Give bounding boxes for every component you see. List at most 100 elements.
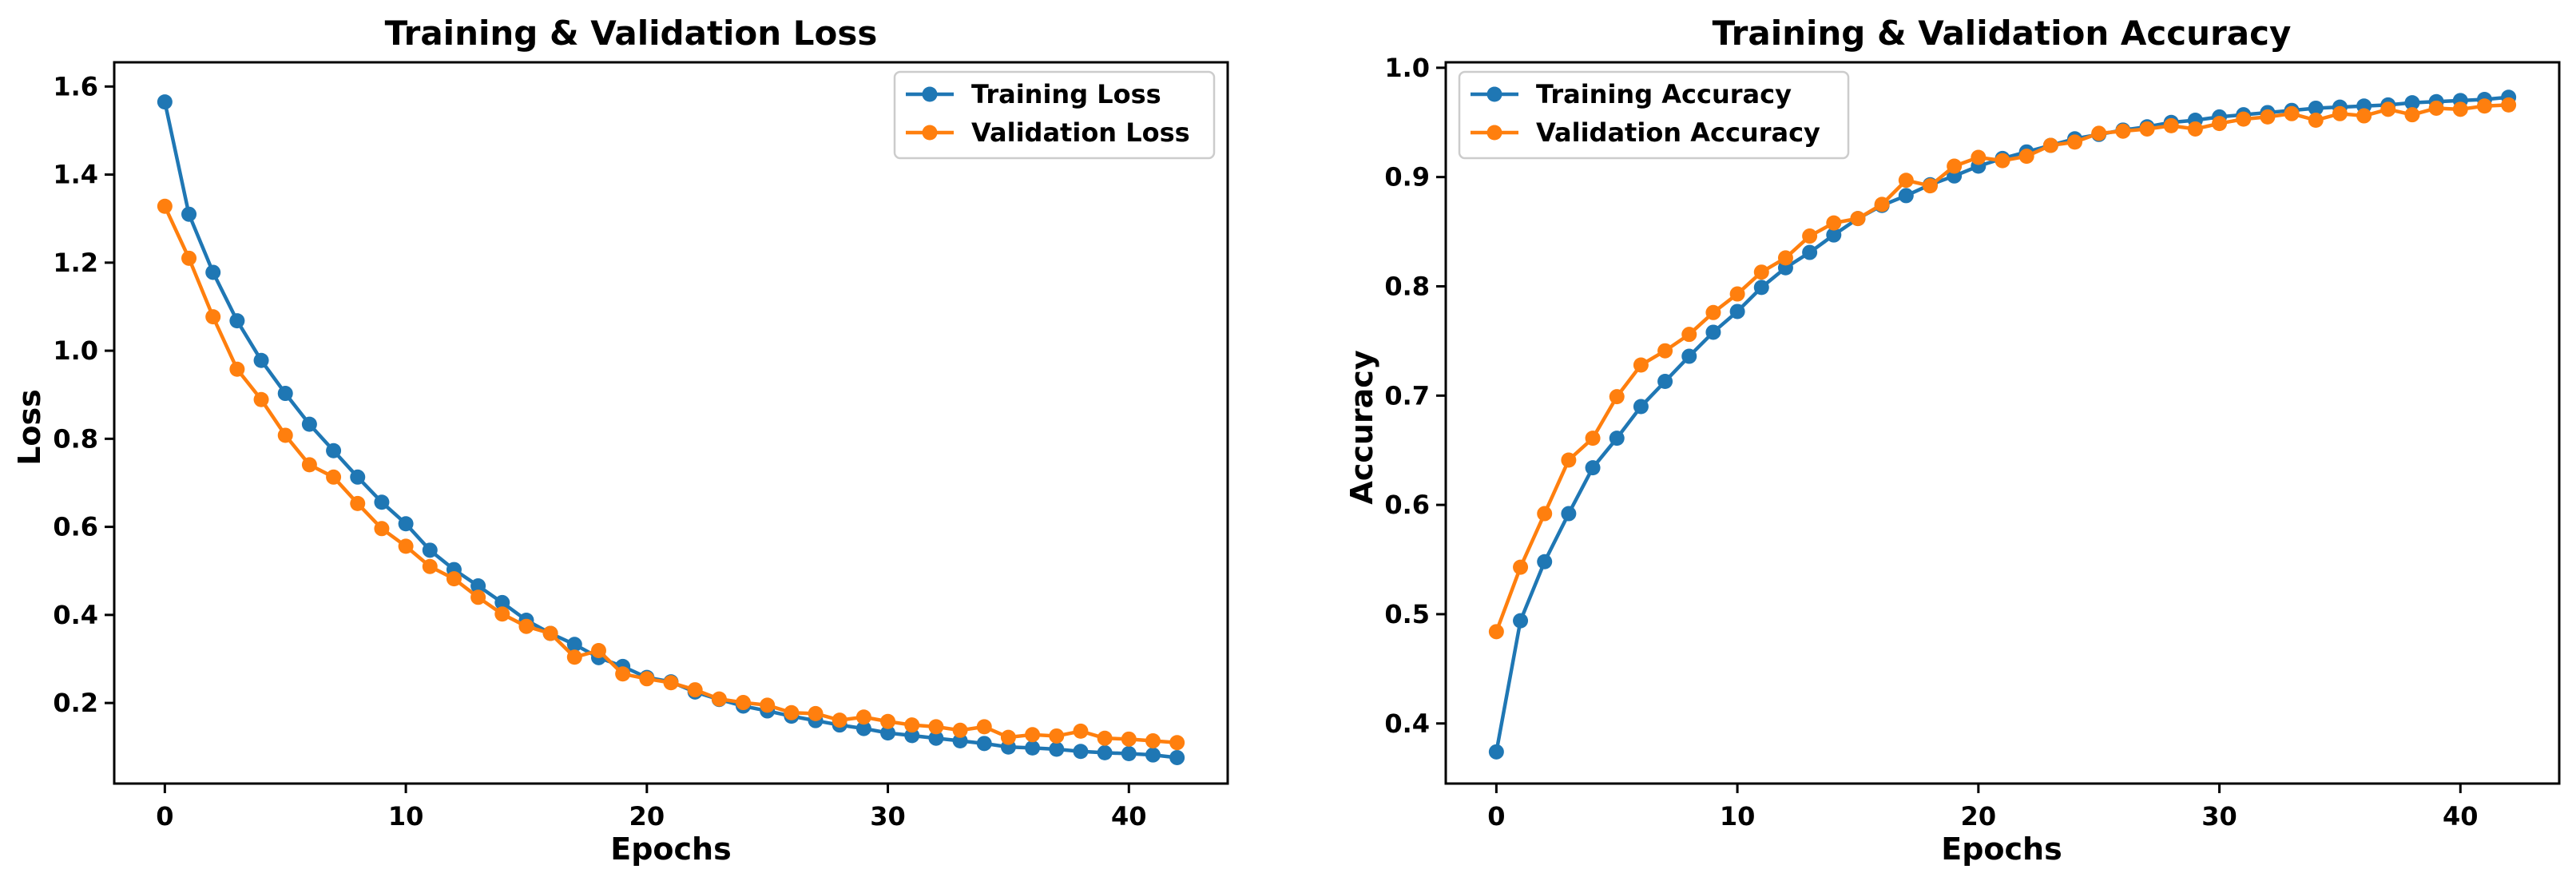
accuracy-data-point-validation	[1753, 264, 1769, 280]
loss-data-point-training	[880, 725, 896, 741]
accuracy-data-point-validation	[2404, 107, 2420, 123]
loss-data-point-validation	[760, 697, 776, 713]
loss-data-point-validation	[687, 682, 703, 698]
accuracy-legend-marker-validation	[1486, 125, 1502, 141]
accuracy-y-tick-label: 0.6	[1384, 490, 1430, 520]
loss-data-point-validation	[157, 198, 173, 214]
accuracy-data-point-validation	[1777, 250, 1793, 266]
accuracy-data-point-validation	[1609, 389, 1625, 405]
accuracy-data-point-validation	[1633, 357, 1649, 373]
accuracy-data-point-training	[2308, 100, 2324, 116]
loss-data-point-validation	[1049, 728, 1065, 744]
accuracy-data-point-validation	[2452, 101, 2468, 117]
accuracy-data-point-validation	[2163, 117, 2179, 133]
accuracy-data-point-validation	[1850, 211, 1866, 227]
loss-data-point-training	[277, 386, 293, 402]
loss-data-point-training	[1097, 744, 1113, 760]
accuracy-data-point-training	[1753, 280, 1769, 296]
loss-data-point-training	[904, 728, 920, 744]
accuracy-data-point-training	[1826, 227, 1842, 243]
loss-legend-label-validation: Validation Loss	[971, 117, 1190, 148]
loss-data-point-training	[1073, 744, 1089, 760]
accuracy-data-point-validation	[2380, 101, 2396, 117]
accuracy-data-point-training	[1657, 374, 1673, 390]
accuracy-legend-label-training: Training Accuracy	[1536, 79, 1792, 109]
loss-data-point-validation	[1000, 729, 1016, 745]
accuracy-data-point-validation	[1537, 506, 1553, 522]
accuracy-series-group	[1488, 89, 2517, 760]
loss-data-point-validation	[422, 558, 438, 574]
loss-y-tick-label: 1.0	[53, 335, 98, 366]
accuracy-data-point-validation	[2308, 113, 2324, 129]
accuracy-data-point-training	[1488, 744, 1504, 760]
loss-x-tick-label: 30	[870, 801, 906, 831]
loss-data-point-validation	[229, 361, 245, 377]
loss-data-point-validation	[855, 709, 871, 725]
accuracy-x-tick-label: 40	[2443, 801, 2479, 831]
loss-data-point-training	[157, 94, 173, 110]
accuracy-x-tick-label: 20	[1961, 801, 1997, 831]
loss-data-point-training	[1049, 741, 1065, 757]
loss-data-point-training	[326, 443, 342, 458]
loss-data-point-validation	[904, 717, 920, 733]
loss-data-point-validation	[1169, 735, 1185, 751]
accuracy-data-point-validation	[1826, 215, 1842, 231]
loss-x-axis-label: Epochs	[610, 831, 731, 867]
loss-data-point-validation	[639, 671, 655, 687]
accuracy-data-point-validation	[2067, 134, 2083, 150]
accuracy-data-point-validation	[1681, 327, 1697, 343]
accuracy-data-point-training	[1633, 399, 1649, 415]
loss-data-point-validation	[1145, 733, 1161, 749]
accuracy-data-point-validation	[1995, 153, 2010, 169]
loss-data-point-validation	[277, 427, 293, 443]
loss-data-point-validation	[494, 606, 510, 622]
accuracy-chart: Training & Validation Accuracy Epochs Ac…	[1344, 14, 2561, 867]
accuracy-data-point-validation	[2091, 125, 2107, 141]
loss-chart-title: Training & Validation Loss	[385, 14, 878, 53]
accuracy-data-point-validation	[2356, 108, 2372, 124]
loss-legend-marker-validation	[922, 125, 938, 141]
loss-series-group	[157, 94, 1185, 765]
loss-x-tick-label: 20	[629, 801, 665, 831]
loss-data-point-validation	[736, 695, 752, 711]
loss-legend-marker-training	[922, 86, 938, 102]
loss-data-point-validation	[832, 712, 847, 728]
accuracy-data-point-validation	[2236, 111, 2252, 127]
accuracy-data-point-training	[1609, 431, 1625, 446]
accuracy-data-point-validation	[2115, 123, 2131, 139]
accuracy-y-tick-label: 0.8	[1384, 271, 1430, 301]
accuracy-plot-frame	[1444, 61, 2561, 785]
loss-data-point-validation	[542, 625, 558, 641]
accuracy-data-point-validation	[1705, 304, 1721, 320]
accuracy-data-point-validation	[2018, 149, 2034, 165]
accuracy-data-point-validation	[1947, 158, 1963, 174]
loss-data-point-training	[374, 494, 390, 510]
loss-legend-box	[893, 70, 1216, 160]
loss-data-point-training	[494, 594, 510, 610]
loss-data-point-validation	[446, 571, 462, 587]
loss-data-point-validation	[952, 722, 968, 738]
accuracy-data-point-training	[1561, 506, 1577, 522]
loss-data-point-validation	[1073, 723, 1089, 739]
loss-legend-label-training: Training Loss	[971, 79, 1161, 109]
accuracy-data-point-validation	[1585, 431, 1601, 446]
accuracy-data-point-training	[1681, 348, 1697, 364]
loss-data-point-training	[229, 313, 245, 329]
accuracy-legend-box	[1458, 70, 1850, 160]
loss-data-point-training	[1169, 749, 1185, 765]
accuracy-data-point-validation	[1922, 178, 1938, 194]
loss-y-tick-label: 1.4	[53, 160, 98, 190]
accuracy-data-point-validation	[2212, 116, 2228, 132]
accuracy-data-point-validation	[2332, 105, 2348, 121]
loss-x-ticks: 0 10 20 30 40	[156, 784, 1147, 831]
loss-data-point-training	[253, 352, 269, 368]
loss-data-point-training	[976, 736, 992, 752]
loss-legend: Training Loss Validation Loss	[893, 70, 1216, 160]
accuracy-y-tick-label: 0.7	[1384, 380, 1430, 411]
loss-data-point-training	[398, 516, 414, 532]
loss-data-point-training	[422, 542, 438, 558]
accuracy-chart-title: Training & Validation Accuracy	[1713, 14, 2292, 53]
loss-data-point-training	[181, 206, 197, 222]
accuracy-data-point-validation	[1488, 624, 1504, 640]
